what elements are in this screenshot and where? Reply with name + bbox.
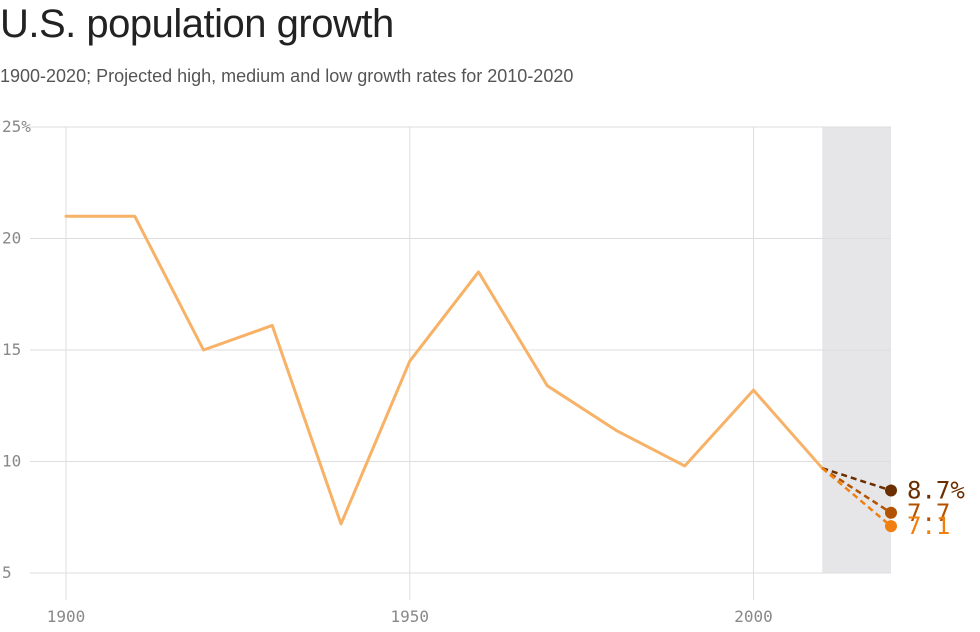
- x-tick-label: 1900: [47, 607, 86, 626]
- projection-line: [821, 467, 892, 492]
- projection-end-dot: [885, 506, 897, 519]
- projection-end-dot: [885, 484, 897, 497]
- y-tick-label: 25%: [2, 117, 31, 136]
- projection-label: 8.7%: [907, 476, 965, 504]
- projection-line: [821, 467, 892, 514]
- y-tick-label: 5: [2, 563, 12, 582]
- projection-line: [821, 467, 892, 528]
- y-tick-label: 10: [2, 452, 21, 471]
- projection-label: 7.1: [907, 512, 950, 540]
- series-line: [64, 214, 824, 526]
- chart-subtitle: 1900-2020; Projected high, medium and lo…: [0, 66, 574, 86]
- y-tick-label: 20: [2, 229, 21, 248]
- x-tick-label: 2000: [734, 607, 773, 626]
- y-tick-label: 15: [2, 340, 21, 359]
- x-tick-label: 1950: [390, 607, 429, 626]
- projection-label: 7.7: [907, 499, 950, 527]
- projection-end-dot: [885, 520, 897, 533]
- chart-title: U.S. population growth: [0, 2, 394, 46]
